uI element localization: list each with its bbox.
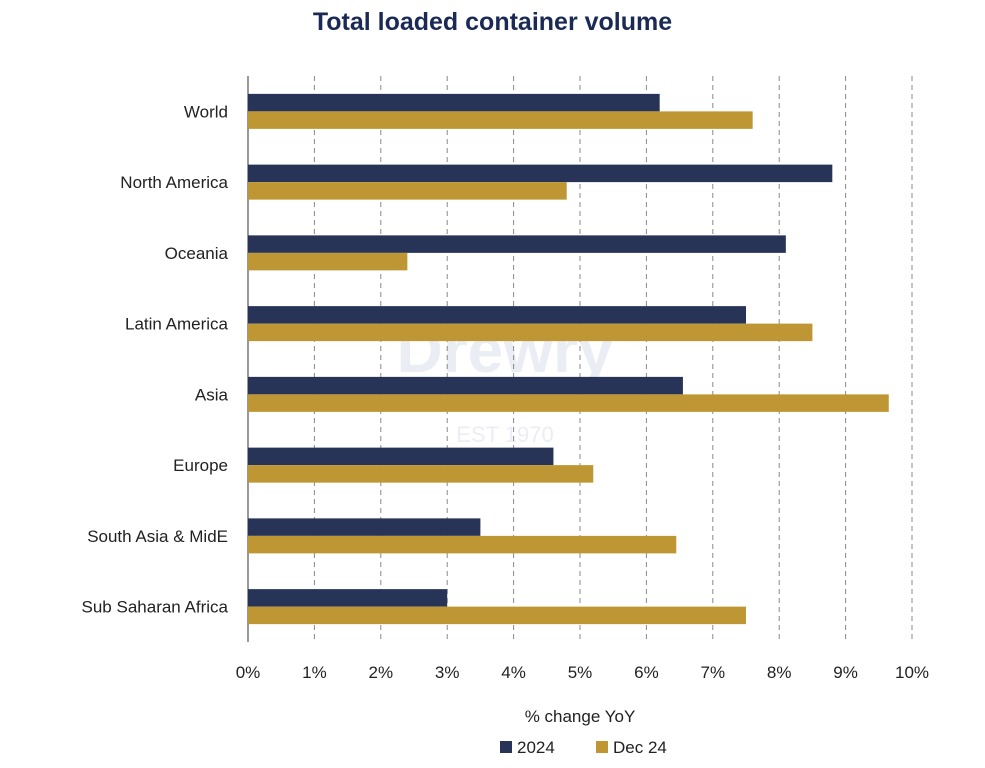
bar-dec-24 [248,252,408,271]
legend-swatch [596,741,608,753]
x-tick-label: 3% [435,663,460,682]
x-tick-label: 6% [634,663,659,682]
category-labels: World North America Oceania Latin America As… [82,102,229,616]
bar-2024 [248,447,554,466]
category-label: Latin America [125,315,229,334]
bar-2024 [248,518,481,536]
legend-label: 2024 [517,738,555,757]
x-tick-label: 9% [833,663,858,682]
bar-2024 [248,306,746,324]
category-label: North America [120,173,228,192]
x-tick-label: 5% [568,663,593,682]
bar-dec-24 [248,394,889,412]
x-tick-labels: 0% 1% 2% 3% 4% 5% 6% 7% 8% 9% 10% [236,663,929,682]
category-label: Asia [195,385,229,404]
x-tick-label: 2% [369,663,394,682]
chart-title: Total loaded container volume [312,8,673,36]
x-tick-label: 4% [501,663,526,682]
bar-dec-24 [248,465,594,483]
category-label: World [184,102,228,121]
legend-label: Dec 24 [613,738,667,757]
gridlines [247,76,913,642]
x-axis-title: % change YoY [525,707,636,726]
category-label: Oceania [165,244,229,263]
legend: 2024 Dec 24 [500,738,667,757]
bar-dec-24 [248,182,567,200]
bar-dec-24 [248,535,677,554]
bars [248,93,889,625]
x-tick-label: 7% [701,663,726,682]
x-tick-label: 10% [895,663,929,682]
bar-2024 [248,93,660,112]
x-tick-label: 8% [767,663,792,682]
bar-dec-24 [248,323,813,342]
category-label: South Asia & MidE [87,527,228,546]
bar-dec-24 [248,606,746,625]
bar-2024 [248,164,833,183]
watermark-subtext: EST 1970 [456,422,553,447]
bar-dec-24 [248,111,753,129]
bar-2024 [248,376,683,395]
category-label: Sub Saharan Africa [82,598,229,617]
legend-swatch [500,741,512,753]
x-tick-label: 0% [236,663,261,682]
bar-2024 [248,235,786,253]
x-tick-label: 1% [302,663,327,682]
bar-2024 [248,589,448,607]
category-label: Europe [173,456,228,475]
